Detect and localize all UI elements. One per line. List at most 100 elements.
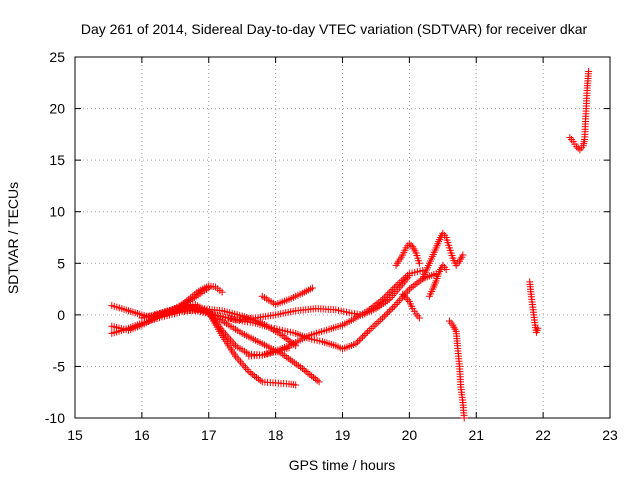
data-point [400,292,408,300]
data-point [387,306,395,314]
x-tick-label: 16 [134,427,150,443]
series-arc-7 [171,272,413,324]
x-tick-label: 17 [201,427,217,443]
data-point [302,367,310,375]
data-point [442,265,450,273]
data-point [389,304,397,312]
y-tick-label: 15 [49,152,65,168]
series-arc-8 [245,267,427,360]
series-arc-15 [446,317,468,422]
data-point [390,302,398,310]
data-point [304,369,312,377]
x-tick-label: 19 [335,427,351,443]
data-point [390,284,398,292]
data-point [369,323,377,331]
data-point [357,335,365,343]
data-point [384,290,392,298]
x-axis-title: GPS time / hours [289,457,396,473]
data-point [392,282,400,290]
data-point [394,299,402,307]
data-point [415,314,423,322]
data-points [108,67,593,422]
y-axis-title: SDTVAR / TECUs [5,182,21,294]
y-tick-label: -5 [53,358,66,374]
data-point [315,378,323,386]
data-point [373,319,381,327]
data-point [534,324,542,332]
data-point [375,317,383,325]
data-point [354,338,362,346]
x-tick-label: 22 [535,427,551,443]
data-point [365,326,373,334]
data-point [385,289,393,297]
data-point [311,375,319,383]
series-arc-17 [566,67,593,154]
data-point [574,144,582,152]
data-point [404,296,412,304]
data-point [419,267,427,275]
y-tick-label: 10 [49,204,65,220]
y-tick-label: 20 [49,101,65,117]
data-point [360,331,368,339]
y-tick-label: -10 [45,410,65,426]
data-point [313,376,321,384]
data-point [310,373,318,381]
data-point [352,340,360,348]
data-point [399,290,407,298]
x-tick-label: 18 [268,427,284,443]
y-tick-label: 5 [57,255,65,271]
data-point [237,358,245,366]
data-point [367,325,375,333]
data-point [230,340,238,348]
x-tick-label: 20 [402,427,418,443]
data-point [218,288,226,296]
data-point [573,143,581,151]
series-arc-12 [419,229,467,283]
data-point [355,336,363,344]
data-point [380,294,388,302]
data-point [243,366,251,374]
data-point [240,362,248,370]
data-point [404,287,412,295]
chart-title: Day 261 of 2014, Sidereal Day-to-day VTE… [81,21,588,37]
series-arc-14 [399,290,423,322]
grid [75,57,610,418]
data-point [394,280,402,288]
data-point [205,284,213,292]
data-point [407,241,415,249]
data-point [387,293,395,301]
data-point [382,292,390,300]
series-arc-13 [425,261,450,300]
data-point [235,356,243,364]
data-point [402,294,410,302]
series-arc-11 [392,240,423,269]
series-arc-10 [258,284,316,309]
data-point [364,328,372,336]
series-arc-16 [526,278,542,336]
data-point [379,314,387,322]
x-tick-label: 21 [468,427,484,443]
data-point [380,312,388,320]
data-point [387,287,395,295]
data-point [392,301,400,309]
data-point [371,321,379,329]
data-point [415,259,423,267]
y-tick-label: 25 [49,49,65,65]
data-point [382,311,390,319]
data-point [384,309,392,317]
data-point [459,251,467,259]
x-tick-label: 15 [67,427,83,443]
data-point [226,336,234,344]
data-point [377,316,385,324]
data-point [292,381,300,389]
data-point [308,284,316,292]
data-point [308,372,316,380]
data-point [242,364,250,372]
data-point [306,370,314,378]
data-point [362,330,370,338]
data-point [585,67,593,75]
data-point [359,333,367,341]
axis-ticks: 15 16 17 18 19 20 21 22 23 -10 -5 0 5 10 15 20 25 [45,49,618,443]
x-tick-label: 23 [602,427,618,443]
data-point [233,354,241,362]
